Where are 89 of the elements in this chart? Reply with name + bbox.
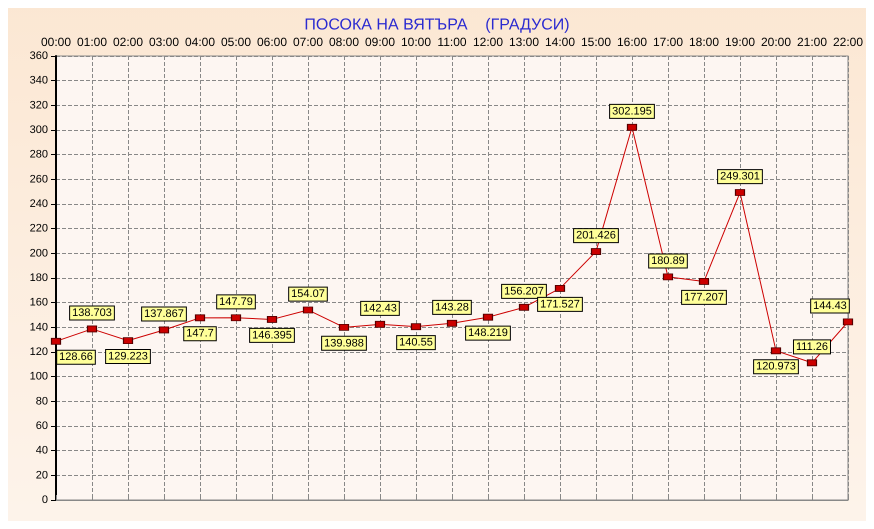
data-label: 140.55 [399,336,433,349]
y-tick-label: 180 [30,272,48,284]
x-tick-label: 18:00 [688,35,720,49]
point [806,359,817,366]
data-label: 137.867 [144,308,184,320]
y-tick-label: 240 [30,198,48,210]
x-tick-label: 11:00 [437,35,467,49]
y-tick-label: 340 [30,74,48,87]
x-tick-label: 07:00 [292,35,324,49]
point [230,314,241,322]
y-tick-label: 160 [30,296,48,309]
point [590,248,601,256]
data-label: 147.79 [219,296,253,308]
point [123,337,133,344]
x-tick-label: 09:00 [364,35,396,49]
y-tick-label: 80 [36,395,48,408]
y-tick-label: 200 [30,247,48,260]
point [626,124,637,131]
point [87,325,97,332]
x-tick-label: 13:00 [508,35,540,49]
point [842,318,853,326]
point [770,347,781,354]
x-tick-label: 10:00 [400,35,432,49]
x-tick-label: 06:00 [256,35,288,49]
x-tick-label: 01:00 [76,35,108,49]
y-tick-label: 60 [36,420,48,432]
y-tick-label: 260 [30,173,48,186]
point [338,324,349,331]
data-label: 156.207 [504,285,544,298]
point [446,320,457,327]
x-tick-label: 19:00 [724,35,756,49]
data-label: 138.703 [72,307,112,320]
data-label: 146.395 [252,329,292,342]
chart-title: ПОСОКА НА ВЯТЪРА (ГРАДУСИ) [304,16,570,34]
data-label: 147.7 [186,328,214,340]
data-label: 129.223 [108,350,148,363]
y-tick-label: 40 [36,444,48,457]
y-tick-label: 20 [36,469,48,482]
data-label: 171.527 [540,298,580,310]
point [698,278,709,285]
y-tick-label: 280 [30,148,48,161]
point [554,284,565,292]
y-tick-label: 120 [30,346,48,358]
x-tick-label: 04:00 [184,35,216,49]
data-label: 120.973 [756,360,796,373]
point [662,273,673,280]
data-label: 154.07 [291,288,325,300]
y-tick-label: 140 [30,321,48,334]
data-label: 201.426 [576,230,616,242]
data-label: 139.988 [324,337,364,350]
data-label: 142.43 [363,302,397,314]
point [482,314,493,321]
x-tick-label: 14:00 [544,35,576,49]
x-tick-label: 21:00 [796,35,828,49]
point [266,316,277,323]
point [518,304,529,311]
x-tick-label: 22:00 [832,35,864,49]
x-tick-label: 08:00 [328,35,360,49]
y-tick-label: 300 [30,124,48,136]
x-tick-label: 05:00 [220,35,252,49]
data-label: 111.26 [796,340,828,353]
x-tick-label: 20:00 [760,35,792,49]
data-label: 302.195 [612,105,652,118]
point [159,326,169,334]
point [51,338,61,345]
x-tick-label: 00:00 [40,35,72,49]
x-tick-label: 16:00 [616,35,648,49]
data-label: 249.301 [720,170,760,183]
y-tick-label: 100 [30,370,48,383]
point [734,189,745,196]
data-label: 144.43 [813,300,847,312]
y-tick-label: 0 [42,494,48,506]
point [374,320,385,328]
x-tick-label: 03:00 [148,35,180,49]
x-tick-label: 15:00 [580,35,612,49]
data-label: 177.207 [684,291,724,304]
point [194,314,205,322]
x-tick-label: 12:00 [472,35,504,49]
point [410,323,421,330]
x-tick-label: 17:00 [652,35,684,49]
y-tick-label: 320 [30,99,48,112]
x-tick-label: 02:00 [112,35,144,49]
data-label: 180.89 [651,254,685,267]
point [302,306,313,314]
data-label: 143.28 [435,301,469,314]
y-tick-label: 220 [30,222,48,235]
data-label: 148.219 [468,327,508,340]
data-label: 128.66 [59,351,93,364]
y-tick-label: 360 [30,50,48,62]
